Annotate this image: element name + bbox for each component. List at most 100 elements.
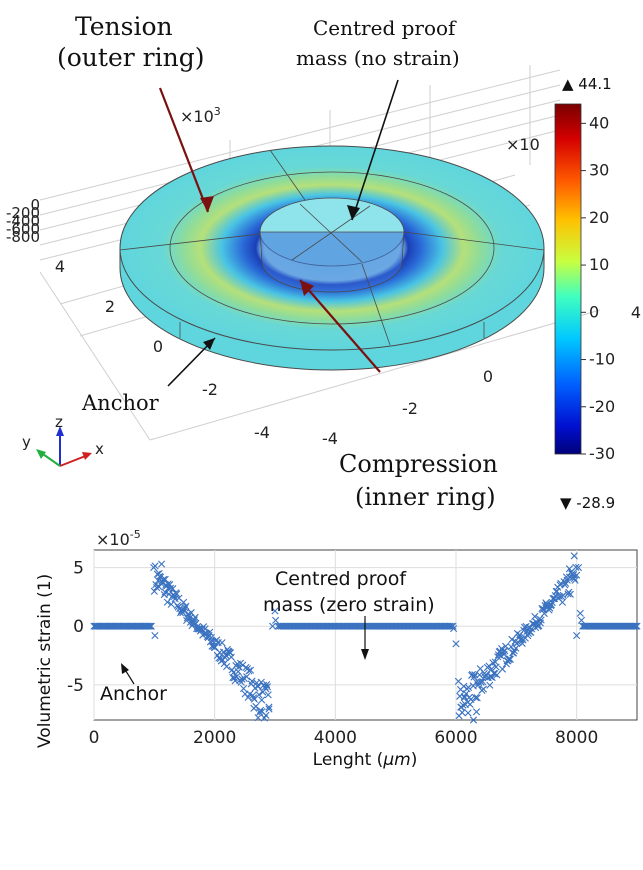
y-tick-label: 5 [73, 559, 84, 579]
data-point [454, 677, 463, 685]
data-point [479, 677, 487, 686]
data-point [452, 640, 460, 648]
x-tick-label: 0 [483, 367, 493, 386]
data-point [573, 631, 581, 640]
proof-mass-label-line2: mass (no strain) [296, 46, 460, 70]
data-point [223, 662, 231, 671]
colorbar-gradient [554, 103, 582, 455]
data-point [630, 622, 639, 630]
y-tick-labels: 5 0 -5 [67, 559, 84, 696]
data-point [488, 673, 496, 682]
data-point [492, 663, 500, 671]
data-point [574, 563, 583, 572]
z-tick-label: -600 [6, 220, 40, 238]
data-point [145, 622, 153, 630]
data-point [563, 576, 571, 584]
data-point [163, 598, 172, 606]
data-point [457, 703, 465, 711]
y-tick-label: 4 [55, 257, 65, 276]
colorbar-tick-label: 10 [589, 255, 609, 274]
bottom-panel-scatter-plot: 0 2000 4000 6000 8000 5 0 -5 ×10-5 Volumetric … [35, 528, 641, 770]
colorbar: 40 30 20 10 0 -10 -20 -30 ▲ 44.1 ▼ -28.9 [554, 75, 615, 512]
y-tick-label: -5 [67, 676, 84, 696]
data-point [493, 671, 501, 679]
x-tick-label: 0 [89, 728, 100, 748]
data-point [467, 695, 475, 704]
x-tick-label: 2000 [193, 728, 236, 748]
y-tick-label: -4 [254, 423, 270, 442]
y-tick-label: 0 [73, 617, 84, 637]
data-point [498, 665, 507, 673]
data-point [164, 580, 172, 588]
data-point [464, 709, 472, 717]
axis-triad: z x y [22, 413, 104, 467]
anchor-arrowhead [121, 663, 129, 674]
colorbar-tick-label: 20 [589, 208, 609, 227]
data-point [632, 622, 640, 630]
data-point [479, 685, 488, 693]
x-tick-label: 4000 [314, 728, 357, 748]
data-point [257, 678, 265, 686]
data-point [185, 612, 193, 620]
data-point [161, 575, 169, 583]
data-point [146, 622, 154, 630]
proof-mass-arrowhead [361, 649, 369, 660]
data-point [246, 666, 255, 674]
data-point [537, 616, 545, 624]
data-point [489, 659, 497, 667]
data-point [187, 609, 195, 617]
scale-exponent-right: ×10 [506, 135, 540, 154]
data-point [190, 616, 198, 624]
data-points [90, 552, 641, 724]
data-point [250, 704, 258, 712]
data-point [460, 692, 469, 701]
data-point [271, 607, 279, 615]
tension-label-line2: (outer ring) [57, 43, 204, 72]
y-tick-label: -2 [202, 380, 218, 399]
data-point [262, 711, 270, 719]
data-point [155, 569, 163, 578]
annotation-arrows [158, 79, 399, 387]
data-point [449, 624, 458, 633]
data-point [272, 616, 280, 624]
data-point [576, 609, 584, 617]
data-point [573, 571, 581, 579]
colorbar-ticks: 40 30 20 10 0 -10 -20 -30 [581, 113, 615, 463]
data-point [561, 581, 569, 589]
data-point [531, 612, 539, 621]
data-point [509, 649, 518, 657]
data-point [570, 552, 578, 560]
data-point [572, 563, 580, 571]
triad-x-label: x [95, 440, 104, 458]
data-point [238, 675, 246, 683]
data-point [156, 573, 165, 581]
data-point [571, 576, 579, 584]
data-point [204, 633, 212, 642]
data-point [265, 703, 273, 711]
data-point [472, 694, 480, 702]
triad-y-label: y [22, 433, 31, 451]
x-tick-label: -4 [322, 429, 338, 448]
data-point [227, 653, 235, 661]
data-point [255, 691, 263, 699]
z-tick-label: -200 [6, 204, 40, 222]
proof-mass-annotation-line2: mass (zero strain) [263, 594, 435, 616]
z-axis-ticks: 0-200-400-600-800 [6, 196, 40, 246]
data-point [446, 622, 454, 630]
data-point [256, 708, 264, 716]
data-point [565, 565, 574, 573]
y-tick-label: 0 [153, 337, 163, 356]
data-point [502, 642, 510, 650]
disk-body [119, 145, 545, 371]
data-point [506, 655, 514, 663]
data-point [545, 606, 553, 614]
x-tick-label: 4 [631, 303, 641, 322]
anchor-label: Anchor [81, 391, 160, 415]
triad-z-label: z [55, 413, 63, 431]
x-tick-label: 8000 [555, 728, 598, 748]
y-exponent: ×10-5 [96, 528, 141, 549]
data-point [249, 691, 257, 700]
data-point [243, 673, 251, 681]
data-point [206, 628, 214, 636]
